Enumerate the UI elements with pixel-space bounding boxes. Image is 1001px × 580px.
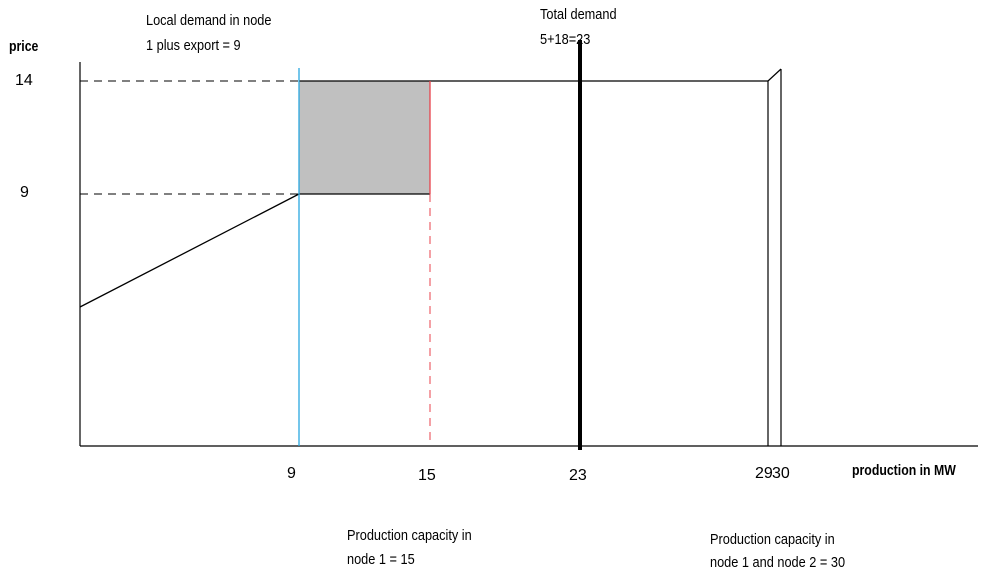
x-tick-9: 9 (287, 465, 296, 482)
y-axis-label: price (9, 38, 39, 55)
y-tick-9: 9 (20, 184, 29, 201)
x-axis-label: production in MW (852, 462, 956, 479)
capacity-both-label-line1: Production capacity in (710, 531, 835, 548)
x-tick-15: 15 (418, 467, 436, 484)
local-demand-label-line1: Local demand in node (146, 12, 272, 29)
y-tick-14: 14 (15, 72, 33, 89)
shaded-rent-area (299, 81, 430, 194)
x-tick-30: 30 (772, 465, 790, 482)
total-demand-label-line1: Total demand (540, 6, 617, 23)
capacity-both-label-line2: node 1 and node 2 = 30 (710, 554, 846, 571)
capacity-node1-label-line2: node 1 = 15 (347, 551, 415, 568)
capacity-connector (767, 68, 782, 82)
local-demand-label-line2: 1 plus export = 9 (146, 37, 241, 54)
supply-slope-segment (79, 193, 300, 308)
total-demand-label-line2: 5+18=23 (540, 31, 591, 48)
x-tick-23: 23 (569, 467, 587, 484)
x-tick-29: 29 (755, 465, 773, 482)
capacity-node1-label-line1: Production capacity in (347, 527, 472, 544)
